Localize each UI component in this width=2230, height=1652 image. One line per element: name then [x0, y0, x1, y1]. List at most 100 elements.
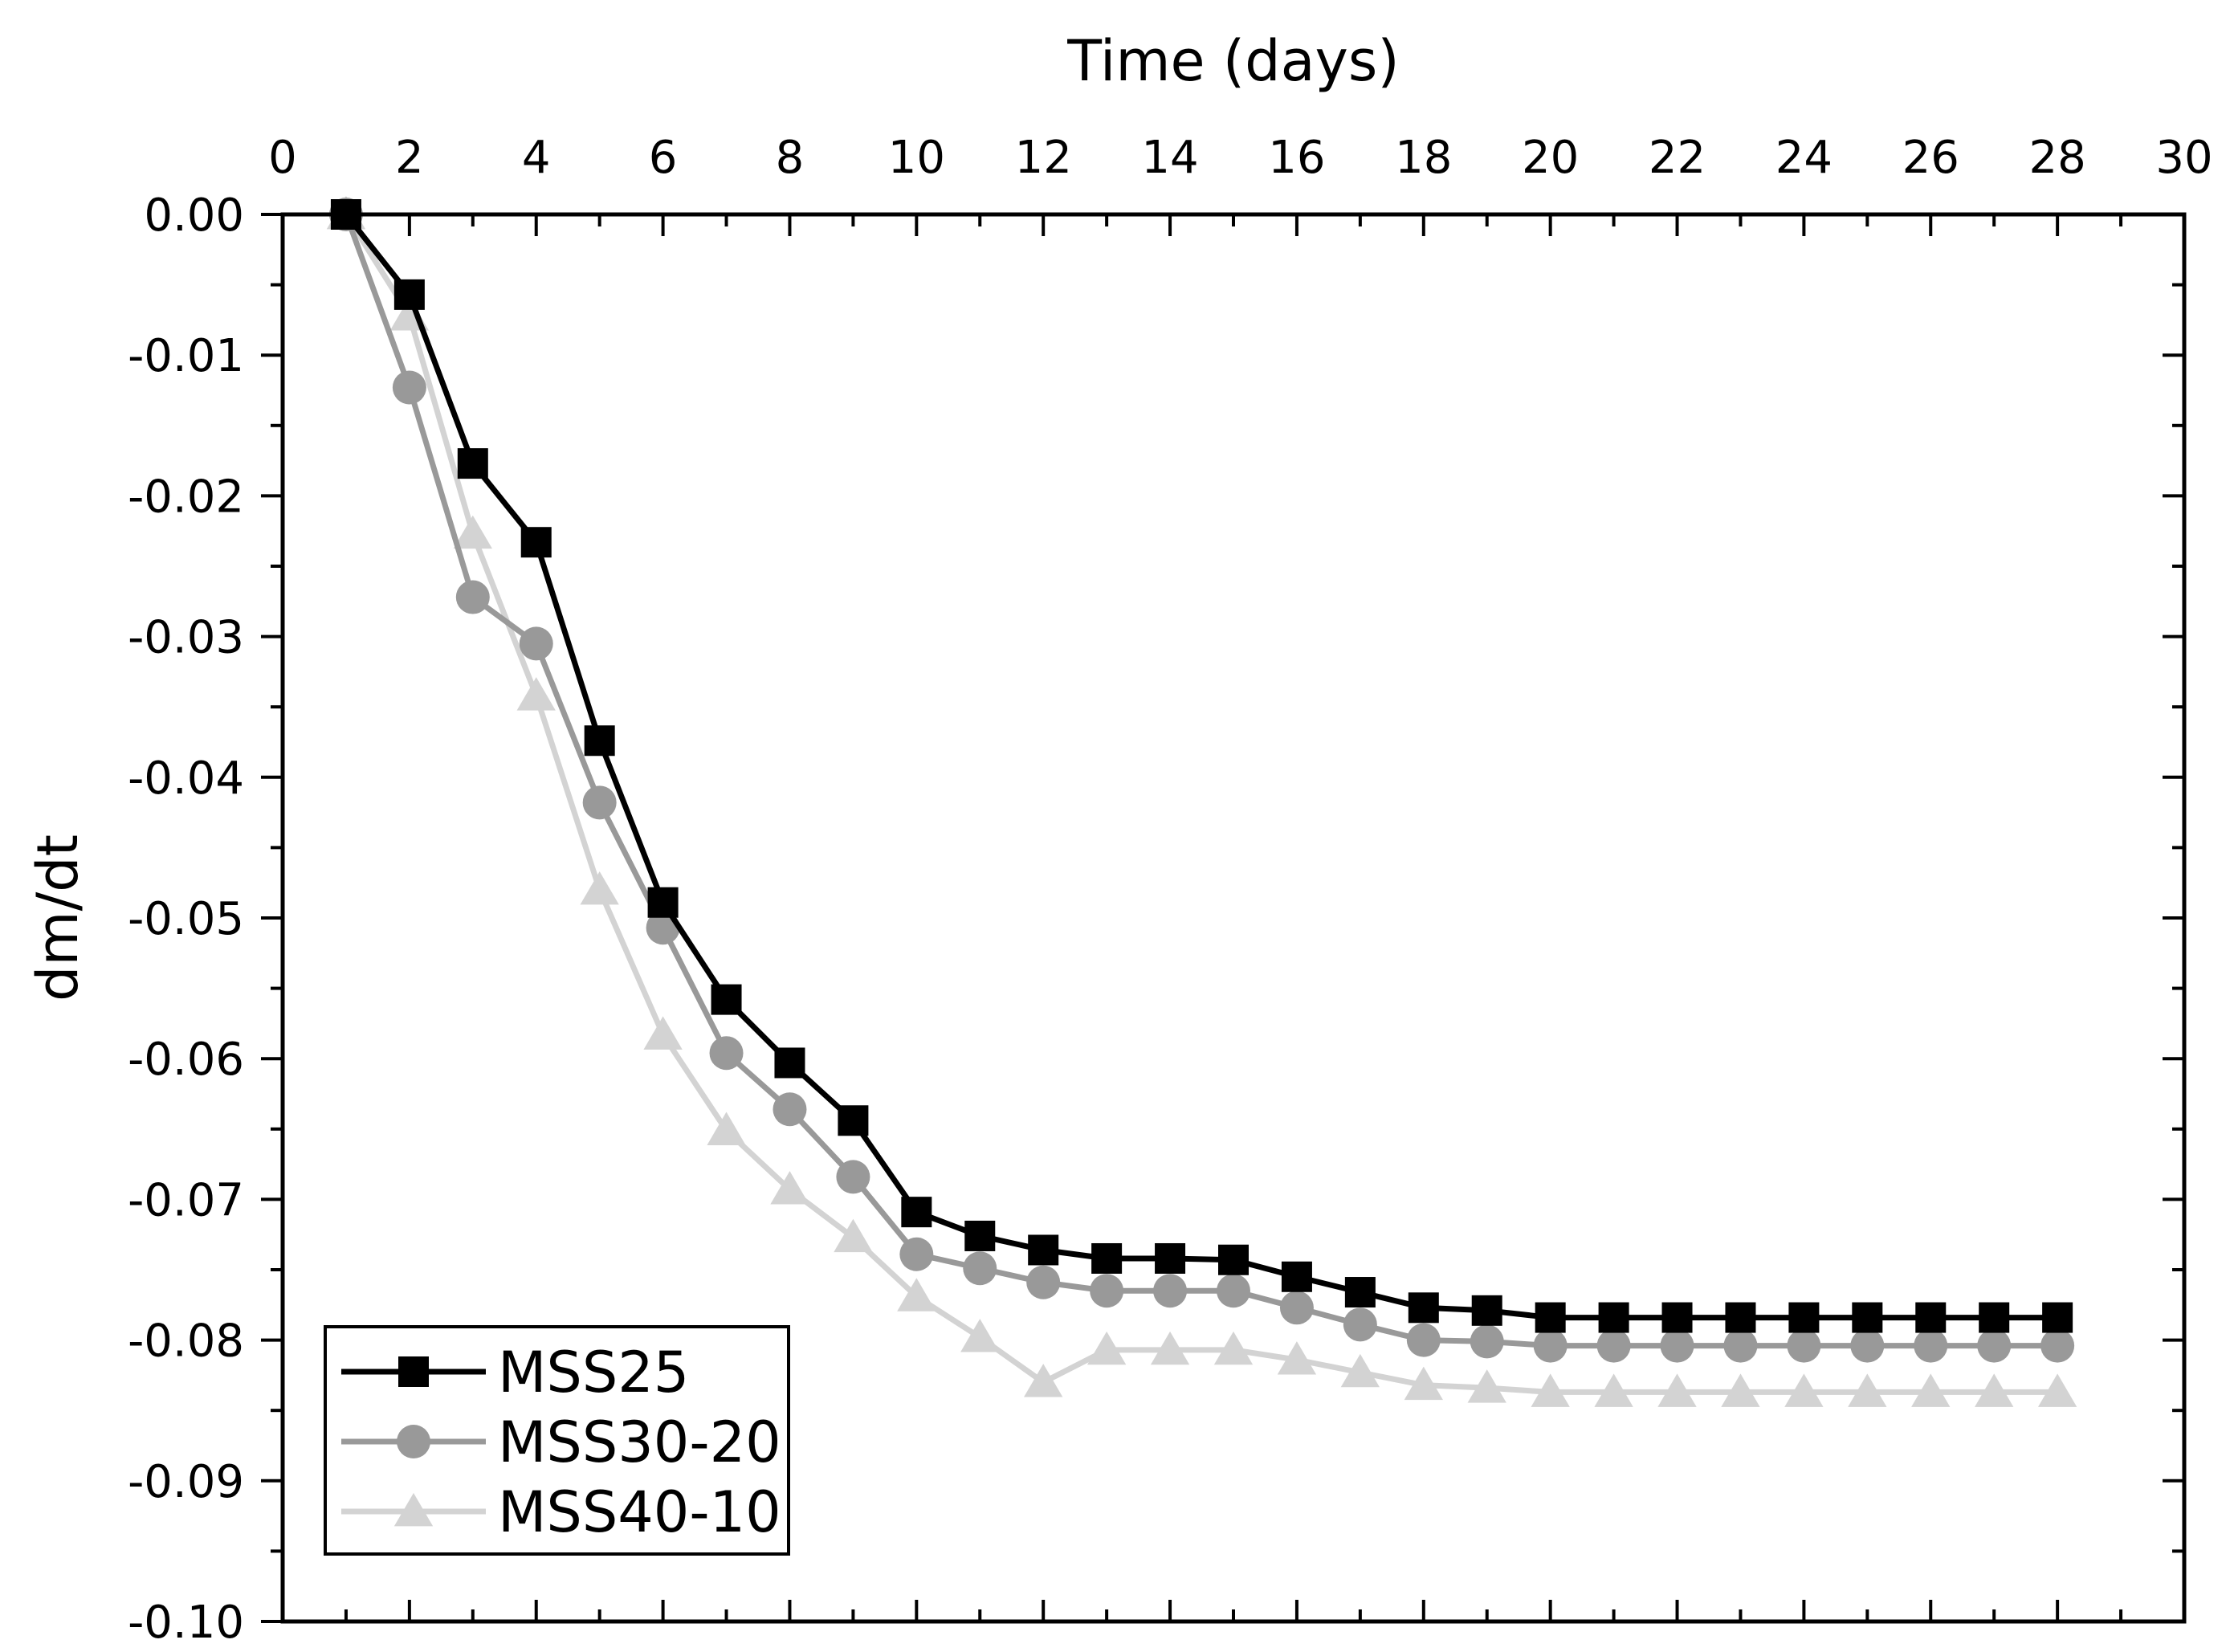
data-point-mss40-10 [1594, 1373, 1633, 1407]
data-point-mss40-10 [1277, 1341, 1317, 1375]
legend-marker-mss25 [398, 1356, 429, 1387]
data-point-mss40-10 [1975, 1373, 2014, 1407]
y-axis-title: dm/dt [25, 834, 91, 1001]
data-point-mss30-20 [773, 1092, 807, 1127]
series-mss25 [330, 199, 2073, 1333]
x-tick-label: 16 [1268, 132, 1325, 184]
y-tick-label: -0.04 [128, 753, 244, 805]
data-point-mss40-10 [1086, 1331, 1127, 1365]
data-point-mss30-20 [1660, 1328, 1694, 1363]
y-tick-label: -0.05 [128, 893, 244, 945]
data-point-mss40-10 [453, 515, 492, 549]
data-point-mss40-10 [1340, 1353, 1380, 1388]
x-axis-title: Time (days) [1066, 28, 1399, 94]
data-point-mss40-10 [1911, 1373, 1951, 1407]
x-tick-label: 24 [1775, 132, 1833, 184]
data-point-mss25 [1344, 1277, 1376, 1308]
x-tick-label: 30 [2155, 132, 2212, 184]
legend-label-mss40-10: MSS40-10 [498, 1479, 781, 1545]
y-tick-label: -0.03 [128, 612, 244, 664]
legend-label-mss30-20: MSS30-20 [498, 1409, 781, 1475]
legend-marker-mss40-10 [393, 1493, 434, 1527]
y-tick-label: -0.08 [128, 1315, 244, 1368]
x-tick-label: 4 [522, 132, 551, 184]
data-point-mss25 [1852, 1302, 1883, 1333]
data-point-mss25 [1408, 1292, 1439, 1324]
data-point-mss40-10 [1721, 1373, 1760, 1407]
data-point-mss30-20 [1217, 1274, 1250, 1308]
data-point-mss40-10 [1531, 1373, 1570, 1407]
data-point-mss25 [393, 279, 425, 310]
data-point-mss40-10 [1467, 1369, 1506, 1403]
y-tick-label: 0.00 [144, 190, 244, 242]
data-point-mss40-10 [770, 1171, 809, 1205]
data-point-mss25 [1091, 1242, 1123, 1274]
x-tick-label: 12 [1015, 132, 1072, 184]
data-point-mss40-10 [1848, 1373, 1887, 1407]
data-point-mss40-10 [1657, 1373, 1697, 1407]
data-point-mss30-20 [1090, 1274, 1124, 1308]
data-point-mss25 [1471, 1295, 1502, 1326]
x-tick-label: 14 [1141, 132, 1198, 184]
series-line-mss40-10 [343, 213, 2058, 1395]
data-point-mss30-20 [1406, 1323, 1441, 1357]
data-point-mss25 [1979, 1302, 2010, 1333]
y-tick-label: -0.07 [128, 1174, 244, 1226]
data-point-mss30-20 [2040, 1328, 2075, 1363]
data-point-mss30-20 [1279, 1291, 1314, 1325]
data-point-mss30-20 [1343, 1307, 1377, 1342]
series-layer [326, 196, 2077, 1407]
data-point-mss30-20 [1723, 1328, 1758, 1363]
data-point-mss30-20 [963, 1251, 997, 1286]
data-point-mss25 [1725, 1302, 1756, 1333]
x-tick-label: 26 [1902, 132, 1959, 184]
data-point-mss30-20 [1470, 1324, 1504, 1359]
data-point-mss40-10 [516, 677, 556, 711]
data-point-mss30-20 [392, 370, 426, 405]
data-point-mss25 [457, 448, 488, 479]
series-mss30-20 [328, 198, 2075, 1363]
data-point-mss25 [838, 1105, 869, 1136]
data-point-mss25 [1218, 1244, 1249, 1275]
x-tick-label: 28 [2029, 132, 2086, 184]
data-point-mss40-10 [707, 1112, 746, 1145]
data-point-mss40-10 [897, 1278, 936, 1311]
data-point-mss40-10 [1150, 1331, 1190, 1365]
data-point-mss30-20 [1153, 1274, 1188, 1308]
data-point-mss25 [1788, 1302, 1820, 1333]
data-point-mss30-20 [1914, 1328, 1948, 1363]
data-point-mss25 [1155, 1242, 1186, 1274]
data-point-mss25 [1915, 1302, 1947, 1333]
data-point-mss30-20 [455, 580, 490, 614]
x-tick-label: 0 [268, 132, 297, 184]
x-tick-label: 22 [1649, 132, 1706, 184]
data-point-mss25 [584, 725, 615, 757]
data-point-mss40-10 [1404, 1366, 1443, 1401]
data-point-mss25 [647, 887, 679, 918]
data-point-mss25 [1281, 1261, 1312, 1292]
data-point-mss30-20 [899, 1237, 934, 1271]
data-point-mss30-20 [1850, 1328, 1885, 1363]
data-point-mss40-10 [1784, 1373, 1824, 1407]
data-point-mss25 [1028, 1234, 1059, 1266]
data-point-mss30-20 [1026, 1265, 1061, 1299]
series-line-mss25 [344, 212, 2058, 1321]
plot-frame [280, 212, 2187, 1624]
data-point-mss25 [1598, 1302, 1629, 1333]
ticks-layer: 0 2 4 6 8 10 12 14 16 18 20 22 24 26 28 300.00-0.01-0.0… [128, 132, 2213, 1649]
data-point-mss40-10 [2037, 1373, 2077, 1407]
data-point-mss40-10 [960, 1319, 1000, 1352]
x-tick-label: 18 [1395, 132, 1452, 184]
data-point-mss30-20 [836, 1160, 870, 1194]
data-point-mss25 [964, 1220, 996, 1251]
data-point-mss30-20 [519, 626, 553, 661]
data-point-mss25 [711, 984, 742, 1015]
data-point-mss30-20 [1596, 1328, 1631, 1363]
x-tick-label: 2 [395, 132, 424, 184]
data-point-mss40-10 [643, 1016, 683, 1050]
y-tick-label: -0.02 [128, 471, 244, 523]
data-point-mss25 [520, 527, 552, 558]
